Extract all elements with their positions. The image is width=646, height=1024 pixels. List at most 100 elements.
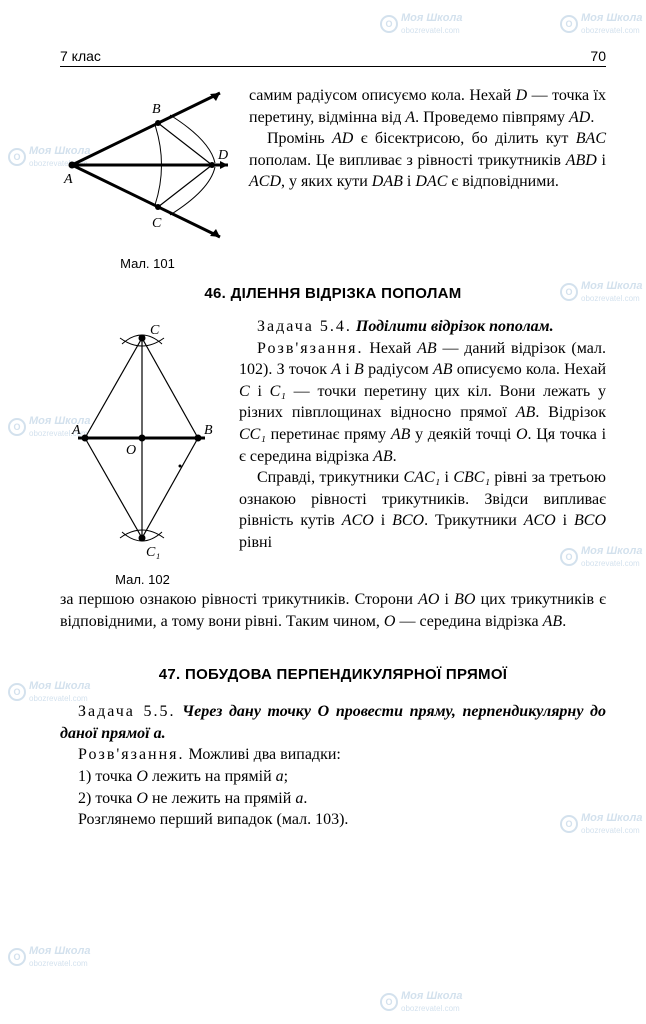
b2j: C xyxy=(239,383,250,400)
ctf: O xyxy=(384,613,396,630)
watermark: OМоя Школаobozrevatel.com xyxy=(8,945,90,969)
fig101-label-A: A xyxy=(63,172,73,187)
figure-102: A B C C₁ O Мал. 102 xyxy=(60,316,225,587)
b2n: AB xyxy=(516,404,536,421)
ctd: BO xyxy=(454,591,475,608)
cta: за першою ознакою рівності трикутників. … xyxy=(60,591,418,608)
c1c: лежить на прямій xyxy=(148,768,276,785)
b1-t2k: і xyxy=(403,173,415,190)
c1d: a xyxy=(276,768,284,785)
c1b: O xyxy=(136,768,148,785)
b2h: AB xyxy=(433,361,453,378)
ctb: AO xyxy=(418,591,439,608)
b1-t2j: DAB xyxy=(372,173,403,190)
section-fig101: A B C D Мал. 101 самим радіусом описуємо… xyxy=(60,85,606,271)
b1-t1a: самим радіусом описуємо кола. Нехай xyxy=(249,87,516,104)
block1-text: самим радіусом описуємо кола. Нехай D — … xyxy=(249,85,606,271)
task55-solve-label: Розв'язання. xyxy=(78,746,185,763)
b2p2h: BCO xyxy=(392,512,424,529)
b2q: перетинає пряму xyxy=(266,426,391,443)
b2d: A xyxy=(331,361,341,378)
fig101-label-C: C xyxy=(152,216,162,231)
task54-solve-label: Розв'язання. xyxy=(257,340,364,357)
section-46-title: 46. ДІЛЕННЯ ВІДРІЗКА ПОПОЛАМ xyxy=(60,285,606,302)
header-class: 7 клас xyxy=(60,48,101,64)
b2p2c: і xyxy=(440,469,453,486)
header-page-number: 70 xyxy=(590,48,606,64)
ctc: і xyxy=(439,591,454,608)
page-header: 7 клас 70 xyxy=(60,48,606,67)
b1-t2g: і xyxy=(597,152,606,169)
fig101-caption: Мал. 101 xyxy=(60,256,235,271)
section-47-title: 47. ПОБУДОВА ПЕРПЕНДИКУЛЯРНОЇ ПРЯМОЇ xyxy=(60,666,606,683)
b1-t2a: Промінь xyxy=(267,130,332,147)
b2p2k: і xyxy=(556,512,574,529)
b1-t2l: DAC xyxy=(415,173,447,190)
b2g: радіусом xyxy=(364,361,433,378)
watermark: OМоя Школаobozrevatel.com xyxy=(380,990,462,1014)
b1-t2i: , у яких кути xyxy=(281,173,372,190)
block2-continuation: за першою ознакою рівності трикутників. … xyxy=(60,589,606,632)
b1-t2d: BAC xyxy=(576,130,606,147)
b2i: описуємо кола. Нехай xyxy=(453,361,607,378)
b2s: у деякій точці xyxy=(410,426,516,443)
task54-label: Задача 5.4. xyxy=(257,318,352,335)
c1e: ; xyxy=(284,768,288,785)
task-55-block: Задача 5.5. Через дану точку O провести … xyxy=(60,701,606,831)
b2p2m: рівні xyxy=(239,534,272,551)
b1-t1b: D xyxy=(516,87,528,104)
b2r: AB xyxy=(391,426,411,443)
task55-intro: Можливі два випадки: xyxy=(185,746,341,763)
b2p2l: BCO xyxy=(574,512,606,529)
b2p2f: ACO xyxy=(342,512,374,529)
c2a: 2) точка xyxy=(78,790,136,807)
c2c: не лежить на прямій xyxy=(148,790,295,807)
fig101-label-D: D xyxy=(217,148,228,163)
c1a: 1) точка xyxy=(78,768,136,785)
fig101-label-B: B xyxy=(152,102,161,117)
b2p2a: Справді, трикутники xyxy=(257,469,404,486)
fig102-caption: Мал. 102 xyxy=(60,572,225,587)
b2p: CC₁ xyxy=(239,426,266,443)
ctg: — середина відрізка xyxy=(395,613,542,630)
b2b: AB xyxy=(417,340,437,357)
cth: AB xyxy=(543,613,563,630)
figure-101: A B C D Мал. 101 xyxy=(60,85,235,271)
b1-t2m: є відповідними. xyxy=(447,173,559,190)
b2p2b: CAC₁ xyxy=(404,469,441,486)
b2t: O xyxy=(516,426,528,443)
block2-text: Задача 5.4. Поділити відрізок пополам. Р… xyxy=(239,316,606,587)
b2v: AB xyxy=(373,448,393,465)
b2l: C₁ xyxy=(270,383,286,400)
cti: . xyxy=(562,613,566,630)
b1-t1g: . xyxy=(590,109,594,126)
b2e: і xyxy=(341,361,354,378)
fig102-label-B: B xyxy=(204,423,213,438)
b1-t2h: ACD xyxy=(249,173,281,190)
b2k: і xyxy=(250,383,270,400)
fig102-label-A: A xyxy=(71,423,81,438)
b1-t2f: ABD xyxy=(566,152,597,169)
b2w: . xyxy=(393,448,397,465)
b1-t1f: AD xyxy=(569,109,590,126)
b2p2j: ACO xyxy=(524,512,556,529)
b1-t2c: є бісектрисою, бо ділить кут xyxy=(353,130,575,147)
b2a: Нехай xyxy=(364,340,418,357)
b1-t2b: AD xyxy=(332,130,353,147)
b1-t1e: . Проведемо півпряму xyxy=(415,109,569,126)
section-fig102: A B C C₁ O Мал. 102 Задача 5.4. Поділити… xyxy=(60,316,606,587)
b2p2g: і xyxy=(374,512,392,529)
figure-102-svg: A B C C₁ O xyxy=(60,316,225,561)
task55-label: Задача 5.5. xyxy=(78,703,176,720)
fig102-label-O: O xyxy=(126,443,136,458)
b1-t2e: пополам. Це випливає з рівності трикутни… xyxy=(249,152,566,169)
task55-end: Розглянемо перший випадок (мал. 103). xyxy=(78,811,348,828)
fig102-label-C: C xyxy=(150,323,160,338)
b2p2i: . Трикутники xyxy=(424,512,524,529)
b2f: B xyxy=(354,361,364,378)
c2e: . xyxy=(303,790,307,807)
fig102-label-C1: C₁ xyxy=(146,545,160,560)
figure-101-svg: A B C D xyxy=(60,85,235,245)
task54-title: Поділити відрізок пополам. xyxy=(356,318,554,335)
b2o: . Відрізок xyxy=(535,404,606,421)
